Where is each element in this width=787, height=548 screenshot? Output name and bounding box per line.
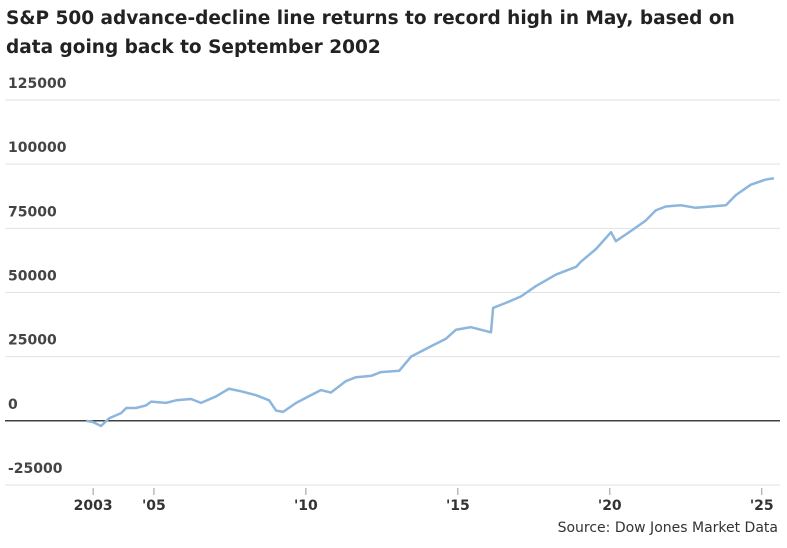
x-tick-label: '15 [446,498,470,514]
x-tick-label: '25 [750,498,774,514]
x-tick-label: '05 [142,498,166,514]
chart-title: S&P 500 advance-decline line returns to … [6,8,735,58]
x-tick-label: '20 [598,498,622,514]
x-tick-label: '10 [294,498,318,514]
y-tick-label: 75000 [8,204,57,220]
source: Source: Dow Jones Market Data [558,520,778,536]
data-line [85,177,775,428]
y-tick-label: 0 [8,397,18,413]
x-tick-label: 2003 [74,498,113,514]
y-tick-label: 125000 [8,76,67,92]
y-tick-label: 100000 [8,140,67,156]
y-tick-label: 50000 [8,269,57,285]
y-tick-label: -25000 [8,461,63,477]
y-tick-label: 25000 [8,333,57,349]
